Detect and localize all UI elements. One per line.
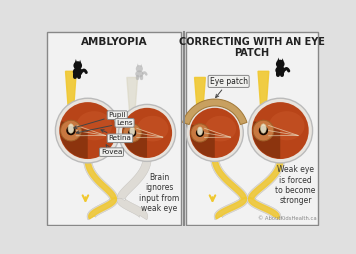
Circle shape [259, 126, 268, 135]
Ellipse shape [73, 68, 83, 76]
Polygon shape [258, 71, 269, 130]
Polygon shape [89, 197, 116, 219]
Bar [185, 32, 318, 225]
Ellipse shape [135, 70, 143, 77]
Polygon shape [195, 77, 205, 132]
Ellipse shape [269, 111, 304, 140]
Circle shape [190, 108, 240, 158]
Polygon shape [85, 160, 116, 198]
Text: Pupil: Pupil [74, 112, 126, 129]
Polygon shape [277, 57, 279, 61]
Ellipse shape [275, 66, 285, 74]
Circle shape [59, 102, 116, 159]
Circle shape [128, 129, 136, 137]
Circle shape [186, 104, 243, 161]
Polygon shape [84, 160, 118, 198]
Text: CORRECTING WITH AN EYE
PATCH: CORRECTING WITH AN EYE PATCH [179, 37, 325, 58]
Ellipse shape [205, 116, 236, 141]
Ellipse shape [77, 111, 112, 140]
Text: AMBLYOPIA: AMBLYOPIA [80, 37, 147, 47]
Circle shape [56, 98, 120, 163]
Polygon shape [66, 71, 76, 130]
Polygon shape [247, 196, 281, 220]
Polygon shape [282, 58, 284, 61]
Polygon shape [248, 197, 279, 219]
Polygon shape [212, 158, 246, 198]
Ellipse shape [198, 127, 203, 135]
Ellipse shape [137, 116, 168, 141]
Polygon shape [117, 196, 148, 220]
Polygon shape [249, 160, 283, 198]
Circle shape [252, 102, 309, 159]
Polygon shape [247, 160, 284, 199]
Bar [47, 32, 181, 225]
Polygon shape [79, 60, 81, 63]
Polygon shape [87, 196, 118, 220]
Circle shape [122, 108, 172, 158]
Circle shape [253, 120, 274, 141]
Text: Lens: Lens [76, 120, 133, 134]
Text: Eye patch: Eye patch [210, 77, 248, 98]
Ellipse shape [261, 124, 266, 133]
Text: © AboutKidsHealth.ca: © AboutKidsHealth.ca [258, 216, 316, 221]
Circle shape [196, 129, 204, 137]
Wedge shape [252, 121, 280, 158]
Circle shape [61, 120, 81, 141]
Polygon shape [75, 59, 77, 63]
Circle shape [248, 98, 313, 163]
Circle shape [191, 124, 209, 142]
Ellipse shape [68, 124, 74, 133]
Ellipse shape [130, 127, 135, 135]
Circle shape [73, 61, 82, 70]
Polygon shape [216, 197, 246, 219]
Polygon shape [140, 64, 142, 67]
Polygon shape [210, 158, 248, 199]
Wedge shape [190, 124, 215, 157]
Wedge shape [60, 121, 88, 158]
Polygon shape [137, 63, 139, 66]
Text: Fovea: Fovea [101, 145, 122, 155]
Circle shape [276, 60, 284, 68]
Circle shape [123, 124, 141, 142]
Text: Brain
ignores
input from
weak eye: Brain ignores input from weak eye [139, 173, 179, 213]
Text: Weak eye
is forced
to become
stronger: Weak eye is forced to become stronger [276, 165, 316, 205]
Circle shape [136, 65, 143, 72]
Wedge shape [122, 124, 147, 157]
Polygon shape [127, 77, 138, 132]
Polygon shape [183, 99, 247, 124]
Polygon shape [214, 196, 248, 220]
Circle shape [119, 104, 176, 161]
Text: Retina: Retina [101, 130, 131, 141]
Circle shape [66, 126, 75, 135]
Polygon shape [117, 158, 151, 198]
